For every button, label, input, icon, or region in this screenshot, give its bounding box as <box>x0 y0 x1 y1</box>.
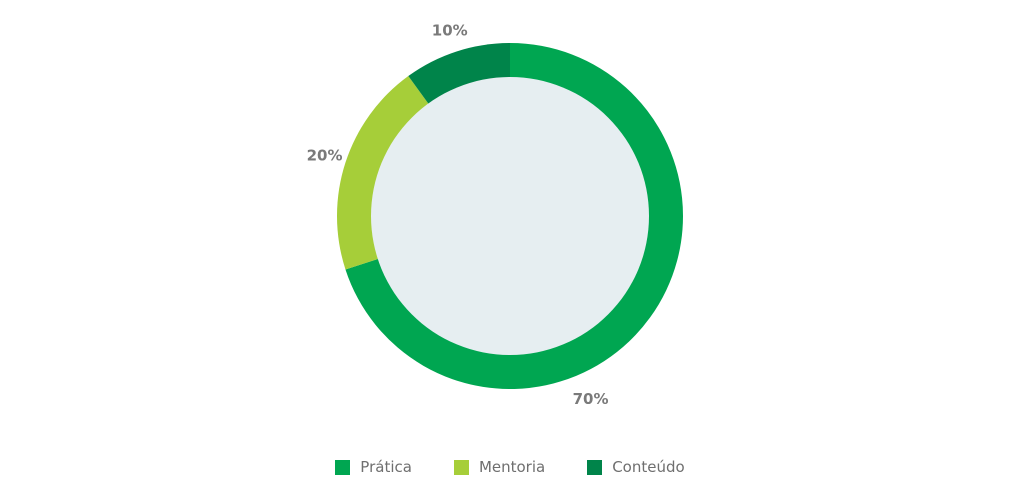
chart-legend: Prática Mentoria Conteúdo <box>0 456 1020 478</box>
slice-label-prática: 70% <box>573 390 609 408</box>
legend-swatch <box>453 459 469 475</box>
legend-item-prática: Prática <box>335 456 412 478</box>
legend-swatch <box>587 459 603 475</box>
legend-label: Conteúdo <box>612 458 685 476</box>
legend-label: Mentoria <box>478 458 546 476</box>
slice-labels: 70% 20% 10% <box>307 22 609 409</box>
donut-center <box>371 77 649 355</box>
legend-item-mentoria: Mentoria <box>453 456 546 478</box>
slice-label-mentoria: 20% <box>307 147 343 165</box>
legend-swatch <box>335 459 351 475</box>
legend-item-conteúdo: Conteúdo <box>587 456 685 478</box>
legend-label: Prática <box>360 458 412 476</box>
slice-label-conteúdo: 10% <box>432 22 468 40</box>
